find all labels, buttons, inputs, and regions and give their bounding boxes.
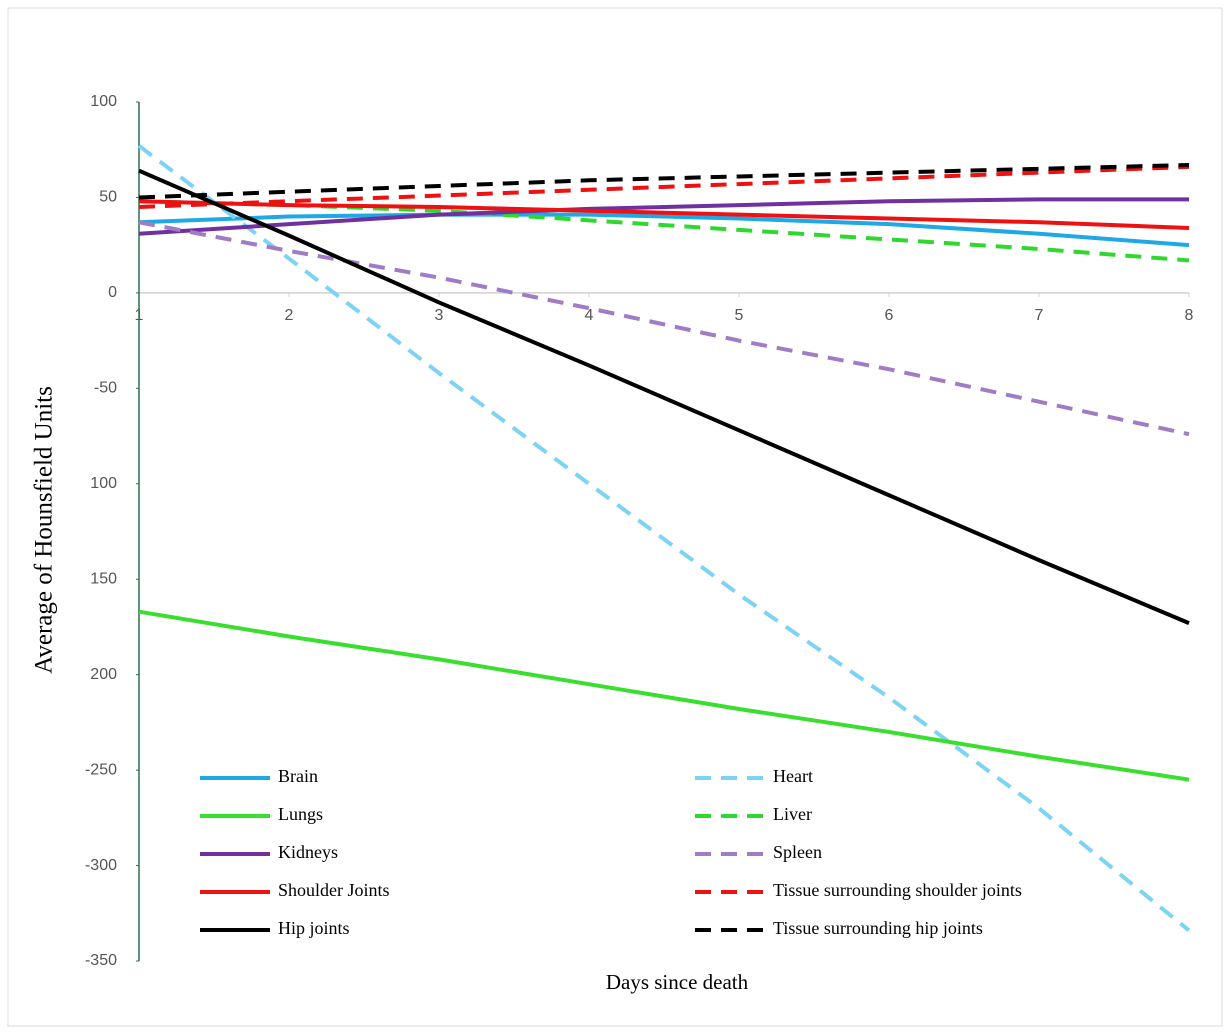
y-tick-label: -350: [85, 952, 117, 969]
y-tick-label: 0: [108, 284, 117, 301]
x-tick-label: 7: [1035, 307, 1044, 324]
y-tick-label: 100: [90, 93, 117, 110]
series-line: [138, 168, 1190, 625]
y-axis-title: Average of Hounsfield Units: [31, 386, 58, 674]
x-tick-label: 2: [285, 307, 294, 324]
series-line: [138, 164, 1190, 209]
series-line: [138, 197, 1189, 236]
legend-label: Tissue surrounding hip joints: [773, 918, 983, 938]
x-tick-label: 8: [1185, 307, 1194, 324]
x-tick-label: 4: [585, 307, 594, 324]
legend-label: Hip joints: [278, 918, 350, 938]
y-tick-label: 200: [90, 666, 117, 683]
y-tick-label: -250: [85, 761, 117, 778]
chart-border: [7, 7, 1223, 1027]
y-tick-label: 150: [90, 570, 117, 587]
legend-label: Tissue surrounding shoulder joints: [773, 880, 1022, 900]
x-tick-label: 3: [435, 307, 444, 324]
x-axis-title: Days since death: [606, 970, 749, 994]
legend-label: Kidneys: [278, 842, 338, 862]
legend-label: Lungs: [278, 804, 323, 824]
y-tick-label: 100: [90, 475, 117, 492]
legend-label: Spleen: [773, 842, 822, 862]
legend-label: Brain: [278, 766, 318, 786]
y-tick-label: -300: [85, 857, 117, 874]
x-tick-label: 6: [885, 307, 894, 324]
legend-label: Heart: [773, 766, 813, 786]
y-tick-label: -50: [94, 380, 117, 397]
series-line: [138, 162, 1190, 200]
legend-label: Shoulder Joints: [278, 880, 390, 900]
series-line: [138, 199, 1190, 230]
y-tick-label: 50: [99, 189, 117, 206]
series-line: [138, 212, 1190, 248]
legend-label: Liver: [773, 804, 812, 824]
series-line: [138, 609, 1190, 782]
series-line: [138, 199, 1190, 263]
series-line: [138, 220, 1190, 437]
x-tick-label: 5: [735, 307, 744, 324]
series-line: [137, 144, 1191, 933]
